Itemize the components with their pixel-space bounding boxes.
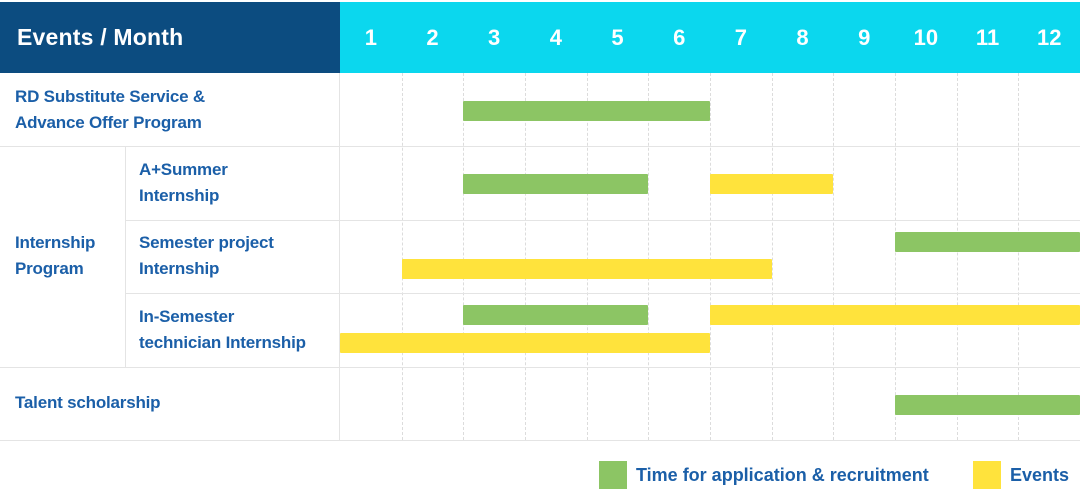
month-label-12: 12 <box>1036 24 1062 50</box>
gantt-bar-recruitment <box>463 305 649 326</box>
month-gridline <box>895 73 896 440</box>
month-label-8: 8 <box>796 24 809 50</box>
legend-label-recruitment: Time for application & recruitment <box>636 464 929 485</box>
month-label-4: 4 <box>549 24 562 50</box>
label-chart-divider <box>339 73 340 440</box>
group-subcolumn-divider <box>125 146 126 367</box>
gantt-bar-event <box>710 174 834 195</box>
row-boundary-line <box>0 366 1080 368</box>
month-label-9: 9 <box>858 24 871 50</box>
gantt-bar-recruitment <box>895 394 1080 415</box>
row-label-rd-substitute-service-advance-offer-program: RD Substitute Service & Advance Offer Pro… <box>0 73 340 146</box>
row-boundary-line <box>125 219 1080 221</box>
gantt-bar-event <box>710 305 1080 326</box>
month-gridline <box>1018 73 1020 440</box>
gantt-bar-event <box>340 332 710 353</box>
month-gridline <box>586 73 588 440</box>
row-label-line: In-Semester <box>139 306 235 326</box>
row-label-line: Talent scholarship <box>15 393 161 413</box>
row-label-line: A+Summer <box>139 160 228 180</box>
group-label-internship-program: Internship Program <box>0 146 125 366</box>
row-label-line: RD Substitute Service & <box>15 86 206 106</box>
month-label-11: 11 <box>975 24 1000 50</box>
legend-item-recruitment: Time for application & recruitment <box>599 461 929 489</box>
month-gridline <box>771 73 773 440</box>
month-gridline <box>463 73 465 440</box>
gantt-bar-recruitment <box>463 101 710 121</box>
month-gridline <box>710 73 711 440</box>
group-label-line: Program <box>15 259 84 279</box>
row-boundary-line <box>0 146 1080 148</box>
recruitment-swatch-icon <box>599 461 627 489</box>
row-label-semester-project-internship: Semester project Internship <box>125 220 340 293</box>
row-label-line: technician Internship <box>139 332 306 352</box>
row-boundary-line <box>125 293 1080 295</box>
month-gridline <box>401 73 403 440</box>
row-label-line: Advance Offer Program <box>15 112 202 132</box>
month-label-6: 6 <box>673 24 686 50</box>
legend-item-events: Events <box>973 461 1069 489</box>
month-gridline <box>833 73 835 440</box>
month-label-7: 7 <box>734 24 747 50</box>
row-label-line: Internship <box>139 186 220 206</box>
month-gridline <box>648 73 650 440</box>
row-label-a-plus-summer-internship: A+Summer Internship <box>125 146 340 219</box>
row-label-talent-scholarship: Talent scholarship <box>0 367 340 440</box>
row-label-in-semester-technician-internship: In-Semester technician Internship <box>125 293 340 366</box>
month-label-3: 3 <box>488 24 501 50</box>
month-label-2: 2 <box>426 24 439 50</box>
event-swatch-icon <box>973 461 1001 489</box>
month-gridline <box>956 73 958 440</box>
legend-label-events: Events <box>1010 464 1070 485</box>
row-label-line: Internship <box>139 259 220 279</box>
row-label-line: Semester project <box>139 233 274 253</box>
header-months-row: 1 2 3 4 5 6 7 8 9 10 11 12 <box>340 2 1080 73</box>
header-title: Events / Month <box>17 24 184 50</box>
month-gridline <box>525 73 526 440</box>
month-label-10: 10 <box>913 24 939 50</box>
gantt-bar-recruitment <box>463 174 649 195</box>
month-label-1: 1 <box>364 24 377 50</box>
gantt-bar-recruitment <box>895 231 1080 252</box>
row-boundary-line <box>0 440 1080 441</box>
header-events-month-cell: Events / Month <box>0 2 340 73</box>
group-label-line: Internship <box>15 233 96 253</box>
month-label-5: 5 <box>611 24 624 50</box>
gantt-bar-event <box>401 259 772 280</box>
